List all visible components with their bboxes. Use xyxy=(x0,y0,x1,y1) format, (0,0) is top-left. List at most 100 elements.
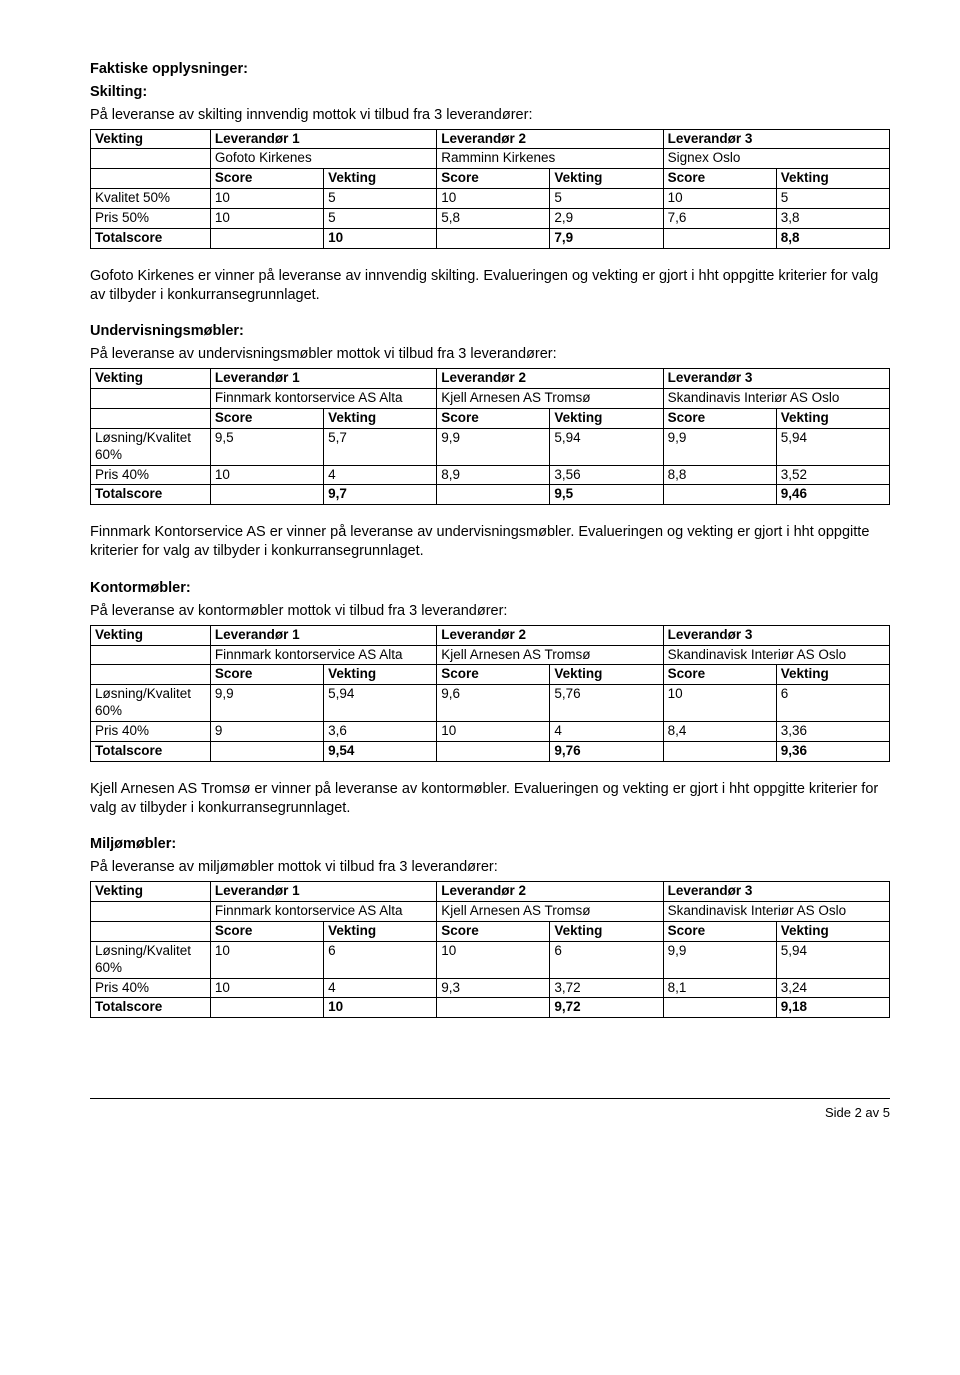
table-row: Totalscore 9,54 9,76 9,36 xyxy=(91,741,890,761)
cell: Pris 40% xyxy=(91,978,211,998)
table-row: Pris 40% 10 4 9,3 3,72 8,1 3,24 xyxy=(91,978,890,998)
cell: 7,9 xyxy=(550,228,663,248)
table-row: Finnmark kontorservice AS Alta Kjell Arn… xyxy=(91,389,890,409)
cell xyxy=(663,485,776,505)
cell xyxy=(91,389,211,409)
cell xyxy=(663,741,776,761)
cell: Vekting xyxy=(91,369,211,389)
cell: 3,6 xyxy=(324,722,437,742)
table-row: Løsning/Kvalitet 60% 9,9 5,94 9,6 5,76 1… xyxy=(91,685,890,722)
cell: Kjell Arnesen AS Tromsø xyxy=(437,902,663,922)
cell xyxy=(437,228,550,248)
cell: 4 xyxy=(324,465,437,485)
cell: Score xyxy=(437,921,550,941)
table-row: Vekting Leverandør 1 Leverandør 2 Levera… xyxy=(91,882,890,902)
table-row: Pris 40% 9 3,6 10 4 8,4 3,36 xyxy=(91,722,890,742)
intro-undervisning: På leveranse av undervisningsmøbler mott… xyxy=(90,345,890,364)
th-lev1: Leverandør 1 xyxy=(210,129,436,149)
cell: Vekting xyxy=(324,408,437,428)
table-row: Totalscore 9,7 9,5 9,46 xyxy=(91,485,890,505)
cell: 3,8 xyxy=(776,209,889,229)
table-row: Score Vekting Score Vekting Score Vektin… xyxy=(91,169,890,189)
cell: 9,9 xyxy=(663,428,776,465)
cell: 8,9 xyxy=(437,465,550,485)
th-lev2: Leverandør 2 xyxy=(437,129,663,149)
cell: Score xyxy=(210,408,323,428)
cell: Finnmark kontorservice AS Alta xyxy=(210,389,436,409)
cell: Totalscore xyxy=(91,998,211,1018)
table-row: Score Vekting Score Vekting Score Vektin… xyxy=(91,921,890,941)
cell: 6 xyxy=(776,685,889,722)
cell: 9,18 xyxy=(776,998,889,1018)
summary-undervisning: Finnmark Kontorservice AS er vinner på l… xyxy=(90,523,890,561)
heading-kontor: Kontormøbler: xyxy=(90,579,890,598)
cell: Skandinavisk Interiør AS Oslo xyxy=(663,645,889,665)
cell: 3,24 xyxy=(776,978,889,998)
cell: 10 xyxy=(210,978,323,998)
cell: 10 xyxy=(210,209,323,229)
cell: 10 xyxy=(210,189,323,209)
table-skilting: Vekting Leverandør 1 Leverandør 2 Levera… xyxy=(90,129,890,249)
cell: 5 xyxy=(324,189,437,209)
heading-miljo: Miljømøbler: xyxy=(90,835,890,854)
intro-skilting: På leveranse av skilting innvendig motto… xyxy=(90,106,890,125)
cell: Vekting xyxy=(91,882,211,902)
cell: 10 xyxy=(210,941,323,978)
cell: Finnmark kontorservice AS Alta xyxy=(210,645,436,665)
cell: 10 xyxy=(324,998,437,1018)
cell: Vekting xyxy=(776,408,889,428)
cell xyxy=(437,998,550,1018)
cell xyxy=(91,169,211,189)
cell xyxy=(91,149,211,169)
cell: 5 xyxy=(550,189,663,209)
cell: 5,76 xyxy=(550,685,663,722)
cell: Ramminn Kirkenes xyxy=(437,149,663,169)
cell: Score xyxy=(210,665,323,685)
cell xyxy=(91,921,211,941)
cell: Score xyxy=(663,921,776,941)
cell: 8,8 xyxy=(776,228,889,248)
intro-miljo: På leveranse av miljømøbler mottok vi ti… xyxy=(90,858,890,877)
cell: Leverandør 3 xyxy=(663,369,889,389)
cell: Leverandør 3 xyxy=(663,882,889,902)
cell: 10 xyxy=(437,722,550,742)
cell: 5,8 xyxy=(437,209,550,229)
cell: 10 xyxy=(210,465,323,485)
th-lev3: Leverandør 3 xyxy=(663,129,889,149)
cell: 5,94 xyxy=(550,428,663,465)
cell: 9,36 xyxy=(776,741,889,761)
cell: 10 xyxy=(437,189,550,209)
cell: 5,94 xyxy=(324,685,437,722)
cell: Score xyxy=(663,665,776,685)
cell: Vekting xyxy=(550,665,663,685)
cell xyxy=(91,408,211,428)
table-row: Totalscore 10 7,9 8,8 xyxy=(91,228,890,248)
table-row: Løsning/Kvalitet 60% 10 6 10 6 9,9 5,94 xyxy=(91,941,890,978)
cell: 10 xyxy=(437,941,550,978)
cell: Totalscore xyxy=(91,228,211,248)
cell: 9,7 xyxy=(324,485,437,505)
cell: 9,5 xyxy=(210,428,323,465)
cell: 9,46 xyxy=(776,485,889,505)
cell: Leverandør 2 xyxy=(437,882,663,902)
page-footer: Side 2 av 5 xyxy=(90,1098,890,1120)
cell: Vekting xyxy=(776,665,889,685)
cell: 9,6 xyxy=(437,685,550,722)
cell: Signex Oslo xyxy=(663,149,889,169)
cell: Vekting xyxy=(776,921,889,941)
table-row: Finnmark kontorservice AS Alta Kjell Arn… xyxy=(91,902,890,922)
cell: Totalscore xyxy=(91,485,211,505)
cell: Vekting xyxy=(550,169,663,189)
heading-faktiske: Faktiske opplysninger: xyxy=(90,60,890,79)
cell: Vekting xyxy=(550,921,663,941)
cell: Leverandør 2 xyxy=(437,369,663,389)
cell: Pris 50% xyxy=(91,209,211,229)
cell: Leverandør 1 xyxy=(210,369,436,389)
table-row: Vekting Leverandør 1 Leverandør 2 Levera… xyxy=(91,129,890,149)
cell: 7,6 xyxy=(663,209,776,229)
table-kontor: Vekting Leverandør 1 Leverandør 2 Levera… xyxy=(90,625,890,762)
cell: Vekting xyxy=(550,408,663,428)
cell: Score xyxy=(663,169,776,189)
cell: Score xyxy=(210,921,323,941)
cell xyxy=(210,228,323,248)
